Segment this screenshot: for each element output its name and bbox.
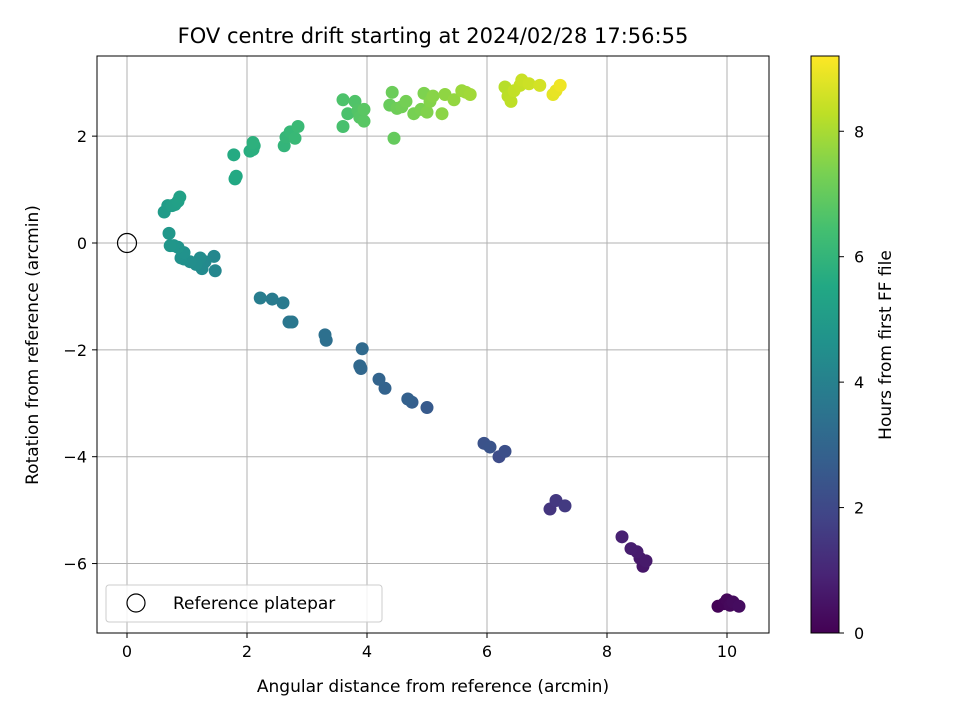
colorbar-label: Hours from first FF file [876,250,896,440]
reference-marker-layer [116,232,138,254]
plot-area [97,56,769,633]
axes-border [96,55,770,634]
data-point [385,85,399,99]
data-point [265,292,279,306]
x-tick-label: 8 [602,642,612,661]
data-point [227,148,241,162]
data-point [353,359,367,373]
x-axis-ticks: 0 2 4 6 8 10 [122,633,737,661]
data-point [558,499,572,513]
data-point [401,392,415,406]
data-point [420,401,434,415]
reference-platepar-marker [116,232,138,254]
data-point [336,93,350,107]
data-point [447,93,461,107]
data-point [253,291,267,305]
y-tick-label: 0 [77,234,87,253]
colorbar-tick-label: 8 [854,122,864,141]
y-tick-label: −6 [63,555,87,574]
x-tick-label: 6 [482,642,492,661]
data-point [357,114,371,128]
data-point [208,264,222,278]
x-tick-label: 10 [717,642,737,661]
data-point [288,131,302,145]
data-point [341,107,355,121]
plot-background [97,56,769,633]
data-point [615,530,629,544]
data-point [163,239,177,253]
colorbar: 0 2 4 6 8 Hours from first FF file [810,55,896,643]
data-point [276,296,290,310]
legend: Reference platepar [105,584,383,623]
data-point [498,444,512,458]
data-point [291,120,305,134]
data-point [387,131,401,145]
data-point [420,105,434,119]
data-point [355,342,369,356]
y-tick-label: −4 [63,448,87,467]
chart-title: FOV centre drift starting at 2024/02/28 … [178,24,689,48]
colorbar-tick-label: 2 [854,499,864,518]
y-axis-ticks: −6 −4 −2 0 2 [63,127,97,574]
data-point [229,169,243,183]
data-point [533,78,547,92]
data-point [399,94,413,108]
data-point [463,87,477,101]
data-point [426,89,440,103]
data-point [318,328,332,342]
y-axis-label: Rotation from reference (arcmin) [23,205,43,485]
colorbar-ticks: 0 2 4 6 8 [839,122,864,643]
x-axis-label: Angular distance from reference (arcmin) [257,677,609,697]
colorbar-tick-label: 4 [854,373,864,392]
data-point [483,440,497,454]
legend-reference-marker [126,593,146,613]
data-point [372,372,386,386]
data-points [157,73,746,613]
colorbar-tick-label: 6 [854,248,864,267]
y-tick-label: −2 [63,341,87,360]
x-tick-label: 4 [362,642,372,661]
data-point [522,77,536,91]
x-tick-label: 0 [122,642,132,661]
data-point [357,102,371,116]
colorbar-tick-label: 0 [854,624,864,643]
data-point [336,120,350,134]
data-point [162,226,176,240]
data-point [553,78,567,92]
legend-entry-reference-platepar: Reference platepar [173,594,335,614]
axes-frame [96,55,770,634]
data-point [285,315,299,329]
data-point [173,190,187,204]
data-point [639,554,653,568]
legend-box [105,584,383,623]
x-tick-label: 2 [242,642,252,661]
data-point [246,136,260,150]
data-point [624,542,638,556]
data-point [732,599,746,613]
colorbar-gradient [810,55,840,634]
data-point [435,107,449,121]
y-tick-label: 2 [77,127,87,146]
data-point [504,94,518,108]
